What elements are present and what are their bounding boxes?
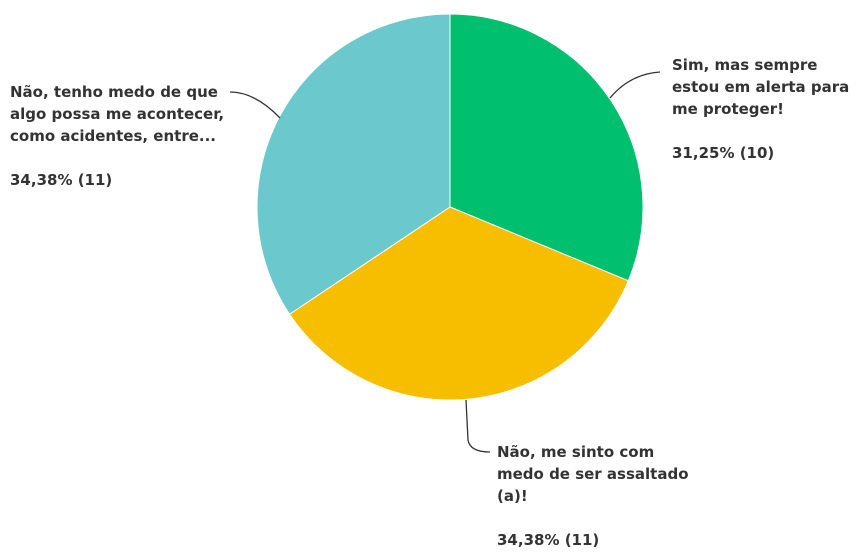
value-label: 31,25% (10) — [672, 144, 775, 162]
leader-line — [609, 71, 661, 99]
category-label: Não, tenho medo de que algo possa me aco… — [10, 83, 225, 145]
slice-label: Não, me sinto com medo de ser assaltado … — [497, 441, 697, 551]
slices — [256, 13, 644, 401]
leader-line — [465, 399, 491, 453]
slice-label: Sim, mas sempre estou em alerta para me … — [672, 54, 863, 164]
category-label: Não, me sinto com medo de ser assaltado … — [497, 443, 689, 505]
category-label: Sim, mas sempre estou em alerta para me … — [672, 56, 850, 118]
leader-line — [229, 91, 281, 119]
value-label: 34,38% (11) — [10, 171, 113, 189]
slice-label: Não, tenho medo de que algo possa me aco… — [10, 81, 225, 191]
pie-slice — [256, 13, 451, 315]
pie-slice — [449, 13, 644, 282]
value-label: 34,38% (11) — [497, 531, 600, 549]
pie-slice — [288, 206, 629, 401]
